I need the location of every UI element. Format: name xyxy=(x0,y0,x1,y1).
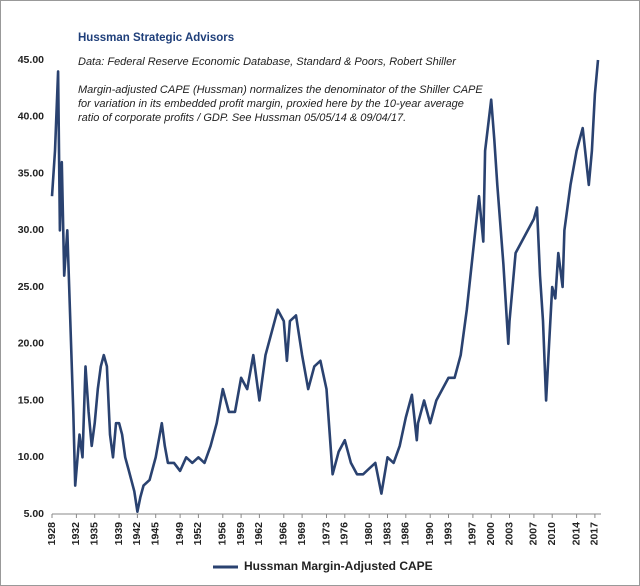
x-tick-label: 1997 xyxy=(467,522,479,546)
subtitle: Data: Federal Reserve Economic Database,… xyxy=(78,56,457,68)
x-tick-label: 1945 xyxy=(149,522,161,546)
note-line: for variation in its embedded profit mar… xyxy=(78,98,464,110)
x-tick-label: 1973 xyxy=(320,522,332,546)
y-tick-label: 35.00 xyxy=(18,167,44,179)
x-tick-label: 2014 xyxy=(570,522,582,546)
x-tick-label: 1939 xyxy=(113,522,125,546)
x-tick-label: 1966 xyxy=(278,522,290,546)
x-tick-label: 1993 xyxy=(442,522,454,546)
x-tick-label: 1986 xyxy=(400,522,412,546)
x-tick-label: 1980 xyxy=(363,522,375,546)
y-tick-label: 40.00 xyxy=(18,111,44,123)
x-tick-label: 1962 xyxy=(253,522,265,546)
y-tick-label: 5.00 xyxy=(24,508,45,520)
y-tick-label: 15.00 xyxy=(18,394,44,406)
x-tick-label: 1956 xyxy=(217,522,229,546)
y-tick-label: 10.00 xyxy=(18,451,44,463)
x-tick-label: 1949 xyxy=(174,522,186,546)
x-tick-label: 1976 xyxy=(339,522,351,546)
x-tick-label: 1983 xyxy=(381,522,393,546)
x-tick-label: 1932 xyxy=(70,522,82,546)
y-tick-label: 20.00 xyxy=(18,338,44,350)
x-tick-label: 1990 xyxy=(424,522,436,546)
chart-title: Hussman Strategic Advisors xyxy=(78,32,234,44)
x-tick-label: 2010 xyxy=(546,522,558,546)
y-tick-label: 25.00 xyxy=(18,281,44,293)
note-line: Margin-adjusted CAPE (Hussman) normalize… xyxy=(78,84,483,96)
x-tick-label: 1969 xyxy=(296,522,308,546)
note-line: ratio of corporate profits / GDP. See Hu… xyxy=(78,112,406,124)
x-tick-label: 2003 xyxy=(503,522,515,546)
x-tick-label: 1942 xyxy=(131,522,143,546)
y-tick-label: 30.00 xyxy=(18,224,44,236)
legend-label: Hussman Margin-Adjusted CAPE xyxy=(244,559,433,573)
y-tick-label: 45.00 xyxy=(18,54,44,66)
x-tick-label: 1928 xyxy=(46,522,58,546)
x-tick-label: 1959 xyxy=(235,522,247,546)
x-tick-label: 2017 xyxy=(589,522,601,546)
x-tick-label: 1935 xyxy=(88,522,100,546)
series-line xyxy=(50,59,600,513)
x-tick-label: 2007 xyxy=(528,522,540,546)
x-tick-label: 1952 xyxy=(192,522,204,546)
x-tick-label: 2000 xyxy=(485,522,497,546)
